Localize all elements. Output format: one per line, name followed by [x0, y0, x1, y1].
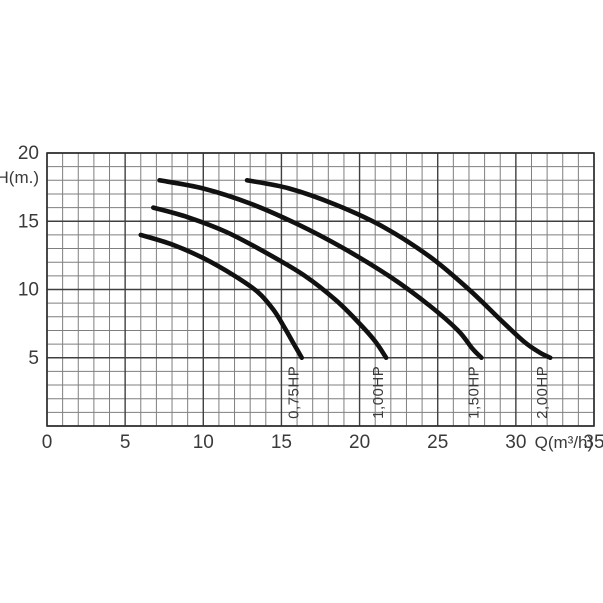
x-axis-tick-labels: 0 5 10 15 20 25 30 35	[42, 432, 603, 453]
curve-label-100hp: 1,00HP	[370, 366, 387, 419]
x-tick-label: 30	[505, 432, 526, 453]
x-tick-label: 5	[120, 432, 131, 453]
performance-curves	[138, 178, 553, 361]
y-tick-label: 10	[18, 280, 39, 301]
y-axis-tick-labels: 5 10 15 20	[18, 143, 39, 369]
x-tick-label: 10	[193, 432, 214, 453]
y-tick-label: 20	[18, 143, 39, 164]
curve-label-075hp: 0,75HP	[286, 366, 303, 419]
plot-frame	[46, 152, 595, 427]
x-tick-label: 20	[349, 432, 370, 453]
y-tick-label: 5	[28, 348, 39, 369]
x-tick-label: 0	[42, 432, 53, 453]
x-tick-label: 35	[583, 432, 603, 453]
curve-150hp	[157, 178, 484, 361]
curve-100hp	[150, 205, 389, 361]
curve-075hp	[138, 232, 305, 361]
curve-label-150hp: 1,50HP	[465, 366, 482, 419]
y-axis-title: H(m.)	[0, 168, 39, 187]
x-tick-label: 25	[427, 432, 448, 453]
y-tick-label: 15	[18, 211, 39, 232]
curve-200hp	[244, 178, 553, 361]
x-tick-label: 15	[271, 432, 292, 453]
curve-label-200hp: 2,00HP	[534, 366, 551, 419]
curve-labels: 0,75HP 1,00HP 1,50HP 2,00HP	[286, 366, 552, 419]
x-axis-title: Q(m³/h)	[535, 433, 594, 452]
